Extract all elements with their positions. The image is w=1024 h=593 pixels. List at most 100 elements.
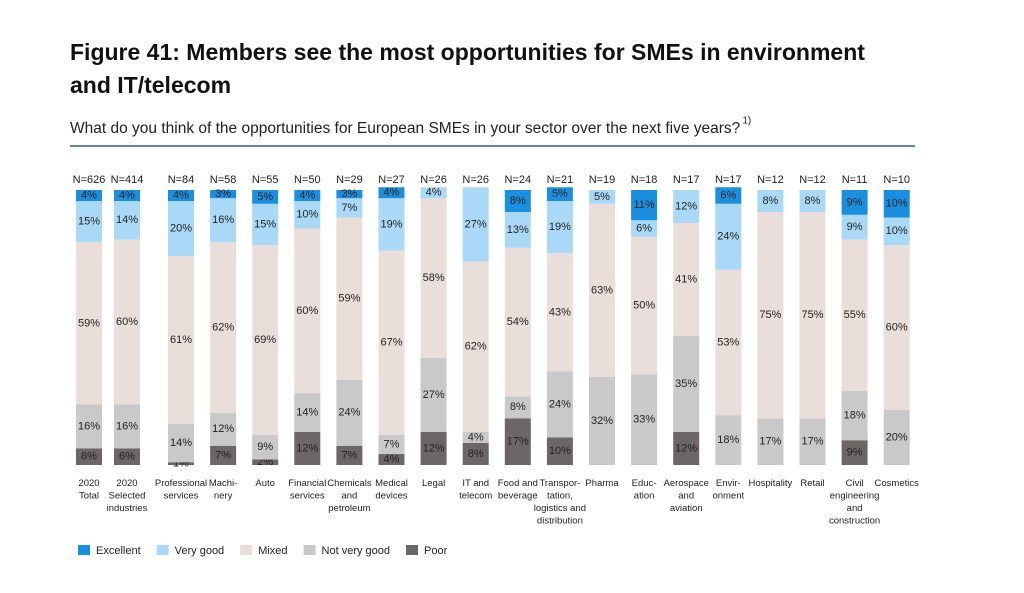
bar-segment [252, 203, 279, 245]
n-label: N=58 [210, 174, 237, 186]
bar-segment [378, 187, 405, 199]
bar-segment [546, 201, 573, 254]
n-label: N=26 [462, 174, 489, 186]
value-label: 19% [549, 221, 571, 233]
legend-label: Excellent [96, 545, 141, 557]
bar-segment [504, 247, 531, 397]
bar-segment [631, 374, 658, 465]
bar-segment [252, 459, 279, 465]
value-label: 4% [81, 189, 97, 201]
bar-segment [168, 462, 194, 465]
n-label: N=414 [111, 174, 144, 186]
bar-segment [294, 228, 321, 394]
value-label: 24% [338, 407, 360, 419]
bar-segment [378, 250, 405, 435]
value-label: 8% [468, 448, 484, 460]
x-tick-label: Cosmetics [875, 478, 920, 489]
value-label: 13% [507, 224, 529, 236]
value-label: 33% [633, 414, 655, 426]
value-label: 62% [212, 321, 234, 333]
bar-segment [336, 198, 363, 218]
n-label: N=10 [883, 174, 910, 186]
bar-segment [210, 412, 237, 446]
bar-segment [76, 404, 102, 449]
value-label: 27% [465, 218, 487, 230]
value-label: 12% [675, 200, 697, 212]
bar-segment [715, 269, 742, 416]
bar-segment [336, 445, 363, 465]
value-label: 10% [886, 225, 908, 237]
x-tick-label: Transpor-tation, logistics and distributio… [534, 478, 586, 527]
value-label: 6% [720, 189, 736, 201]
value-label: 62% [465, 341, 487, 353]
n-label: N=17 [715, 174, 742, 186]
bar-segment [715, 415, 742, 465]
value-label: 20% [886, 431, 908, 443]
bar-segment [336, 217, 363, 380]
n-label: N=50 [294, 174, 321, 186]
bar-segment [504, 212, 531, 248]
n-label: N=11 [842, 174, 868, 186]
x-tick-label: Hospitality [748, 478, 792, 489]
value-label: 16% [116, 420, 138, 432]
bar-segment [546, 187, 573, 201]
value-label: 7% [215, 449, 231, 461]
n-label: N=27 [378, 174, 405, 186]
bar-segment [883, 217, 910, 245]
n-label: N=24 [504, 174, 531, 186]
legend-swatch [406, 545, 419, 555]
n-label: N=626 [73, 174, 106, 186]
value-label: 12% [212, 423, 234, 435]
x-tick-label: Machi-nery [209, 478, 238, 502]
value-label: 12% [296, 442, 318, 454]
bar-segment [252, 190, 279, 204]
bar-segment [114, 190, 140, 201]
bar-segment [168, 256, 194, 424]
bar-segment [294, 201, 321, 229]
legend-label: Mixed [258, 545, 287, 557]
bar-segment [631, 236, 658, 375]
n-label: N=26 [420, 174, 447, 186]
bar-segment [673, 190, 700, 223]
value-label: 14% [116, 214, 138, 226]
bar-segment [210, 242, 237, 413]
bar-segment [462, 443, 489, 465]
bar-segment [673, 432, 700, 465]
value-label: 8% [762, 195, 778, 207]
bar-segment [420, 357, 447, 432]
bar-segment [883, 410, 910, 465]
value-label: 10% [549, 445, 571, 457]
legend-label: Not very good [322, 545, 390, 557]
value-label: 24% [549, 398, 571, 410]
bar-segment [210, 190, 237, 199]
value-label: 8% [510, 195, 526, 207]
value-label: 8% [805, 195, 821, 207]
bar-segment [378, 434, 405, 454]
value-label: 20% [170, 222, 192, 234]
x-tick-label: Aerospace and aviation [663, 478, 708, 514]
value-label: 24% [717, 231, 739, 243]
bar-segment [546, 437, 573, 465]
x-tick-label: Professional services [155, 478, 207, 502]
bar-segment [114, 201, 140, 240]
bar-segment [631, 220, 658, 237]
bar-segment [589, 203, 615, 377]
n-label: N=17 [673, 174, 700, 186]
bar-segment [168, 201, 194, 256]
value-label: 43% [549, 306, 571, 318]
x-tick-label: Medical devices [375, 478, 408, 502]
bar-segment [252, 245, 279, 435]
bar-segment [504, 190, 531, 212]
value-label: 54% [507, 316, 529, 328]
x-tick-label: Retail [800, 478, 824, 489]
bar-segment [336, 190, 363, 199]
x-tick-label: Pharma [585, 478, 619, 489]
bar-segment [76, 190, 102, 201]
value-label: 6% [81, 451, 97, 463]
value-label: 5% [594, 191, 610, 203]
value-label: 50% [633, 299, 655, 311]
value-label: 60% [296, 305, 318, 317]
value-label: 8% [510, 401, 526, 413]
n-label: N=55 [252, 174, 279, 186]
value-label: 10% [886, 198, 908, 210]
